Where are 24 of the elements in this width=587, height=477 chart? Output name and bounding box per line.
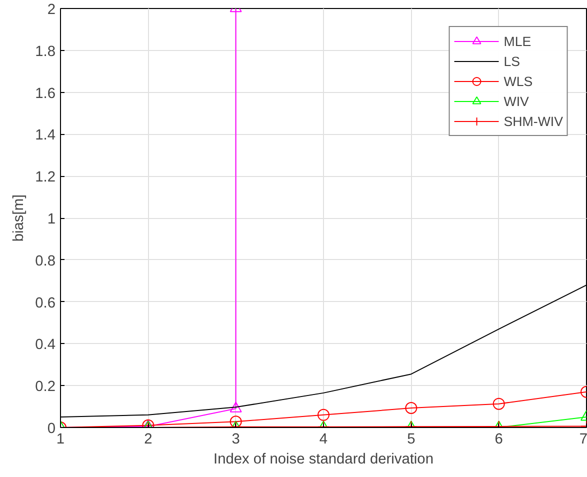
y-tick-label: 0.2 (35, 379, 56, 396)
legend-label: MLE (504, 34, 532, 48)
legend-label: WIV (504, 94, 529, 108)
y-tick-label: 1.2 (35, 170, 56, 186)
y-tick-label: 1.4 (35, 128, 56, 144)
x-tick-label: 4 (319, 432, 328, 448)
x-tick-label: 7 (579, 432, 587, 448)
x-tick-label: 6 (494, 432, 503, 448)
legend-label: WLS (504, 74, 533, 88)
y-tick-label: 0.6 (35, 295, 56, 312)
legend-label: LS (504, 54, 522, 68)
y-tick-label: 0.4 (35, 337, 56, 354)
y-axis-title: bias[m] (11, 194, 28, 242)
y-tick-label: 1.8 (35, 44, 56, 60)
y-tick-label: 1.6 (35, 86, 56, 102)
x-tick-label: 3 (232, 432, 240, 448)
legend-label: SHM-WIV (504, 114, 563, 128)
x-tick-label: 5 (407, 432, 416, 448)
y-tick-label: 0.8 (35, 253, 56, 270)
y-tick-label: 2 (47, 2, 56, 18)
y-tick-label: 1 (47, 212, 56, 228)
x-tick-label: 2 (144, 432, 152, 448)
y-tick-label: 0 (47, 421, 56, 437)
x-axis-title: Index of noise standard derivation (214, 452, 434, 468)
